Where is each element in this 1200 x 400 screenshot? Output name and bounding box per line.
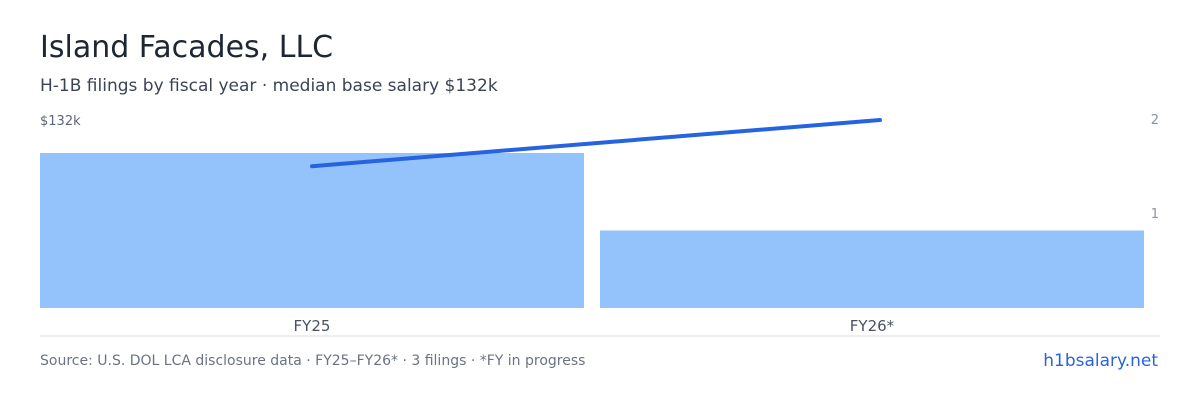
bar-fy25 [40, 153, 584, 308]
left-axis-tick: $132k [40, 114, 81, 129]
chart-subtitle: H-1B filings by fiscal year · median bas… [40, 76, 498, 96]
tick-layer: $132k 2 1 [40, 113, 1159, 222]
chart-svg: $132k 2 1 FY25 FY26* [40, 113, 1160, 337]
bar-layer [40, 153, 1144, 308]
chart-title: Island Facades, LLC [40, 30, 334, 65]
x-tick-label: FY25 [294, 317, 331, 335]
x-tick-label: FY26* [850, 317, 895, 335]
bar-fy26 [600, 230, 1144, 308]
footer-source: Source: U.S. DOL LCA disclosure data · F… [40, 353, 586, 369]
x-label-layer: FY25 FY26* [294, 317, 895, 335]
right-axis-tick: 1 [1151, 207, 1159, 222]
salary-line [310, 118, 882, 169]
right-axis-tick: 2 [1151, 113, 1159, 128]
brand-link[interactable]: h1bsalary.net [1043, 351, 1158, 371]
